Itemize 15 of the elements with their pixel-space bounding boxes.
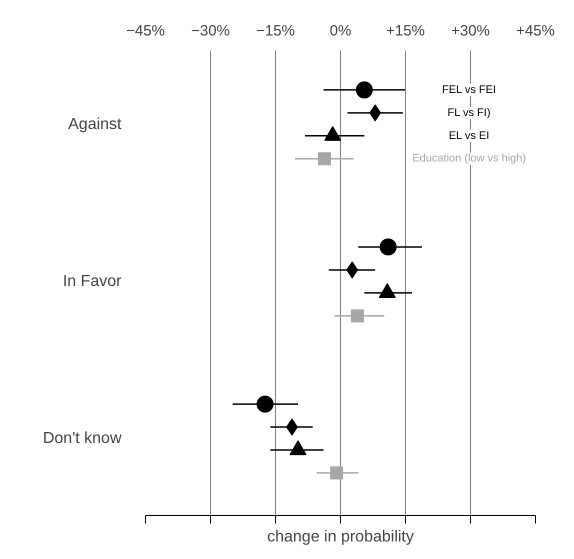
text: FEL vs FEI (442, 84, 496, 96)
y-tick-label: In Favor (62, 272, 122, 290)
text: FL vs FI) (448, 106, 490, 119)
x-axis-title: change in probability (267, 528, 414, 546)
text: EL vs EI (448, 130, 490, 142)
x-tick-label: +45% (516, 22, 555, 40)
x-tick-label: 0% (330, 22, 352, 40)
x-tick-label: +15% (386, 22, 425, 40)
x-tick-label: −15% (256, 22, 295, 40)
y-tick-label: Don't know (42, 430, 122, 448)
y-tick-label: Against (68, 116, 122, 133)
x-tick-label: +30% (451, 22, 490, 40)
text: Education (low vs high) (412, 152, 526, 165)
x-tick-label: −30% (191, 22, 230, 40)
x-tick-label: −45% (126, 22, 165, 40)
